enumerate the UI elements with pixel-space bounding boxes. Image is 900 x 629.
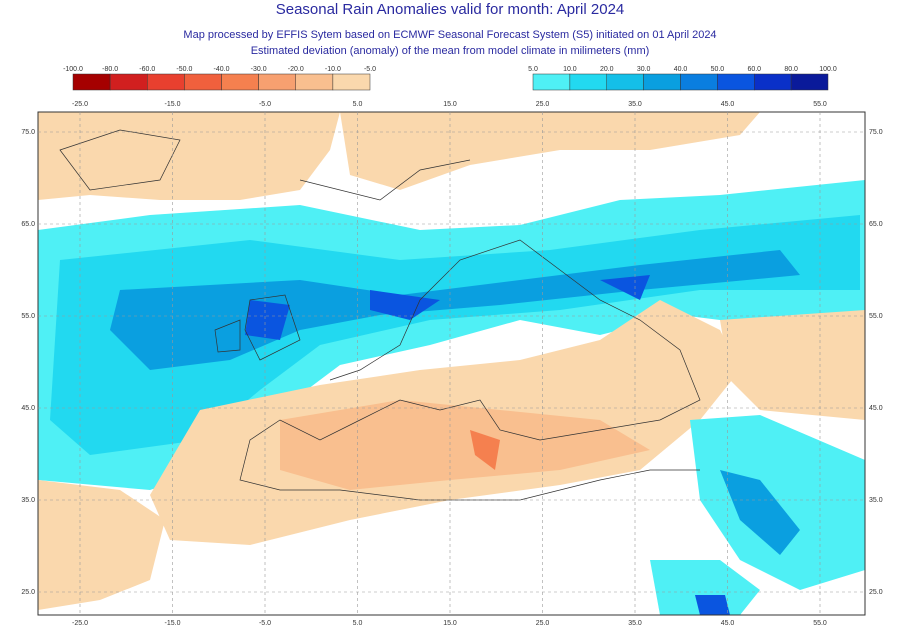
legend-label: -10.0 [325, 66, 341, 73]
latitude-label: 45.0 [21, 405, 35, 412]
legend-swatch [184, 73, 222, 91]
legend-label: 60.0 [747, 66, 761, 73]
longitude-label: 5.0 [353, 620, 363, 627]
legend-label: -50.0 [176, 66, 192, 73]
legend-swatch [532, 73, 571, 91]
longitude-label: -25.0 [72, 101, 88, 108]
legend-label: -20.0 [288, 66, 304, 73]
legend-label: 80.0 [784, 66, 798, 73]
longitude-label: 55.0 [813, 620, 827, 627]
legend-swatch [109, 73, 148, 91]
legend-swatch [258, 73, 296, 91]
legend-swatch [72, 73, 111, 91]
latitude-label: 25.0 [21, 589, 35, 596]
latitude-label: 55.0 [869, 313, 883, 320]
legend-label: -80.0 [102, 66, 118, 73]
longitude-label: -15.0 [165, 620, 181, 627]
longitude-label: 35.0 [628, 620, 642, 627]
legend-swatch [680, 73, 718, 91]
title: Seasonal Rain Anomalies valid for month:… [276, 1, 625, 18]
latitude-label: 25.0 [869, 589, 883, 596]
legend-label: 20.0 [600, 66, 614, 73]
legend-label: 40.0 [674, 66, 688, 73]
longitude-label: -5.0 [259, 101, 271, 108]
latitude-label: 65.0 [21, 221, 35, 228]
legend-label: 5.0 [528, 66, 538, 73]
legend-label: -60.0 [139, 66, 155, 73]
longitude-label: -5.0 [259, 620, 271, 627]
legend-label: 30.0 [637, 66, 651, 73]
latitude-label: 75.0 [21, 129, 35, 136]
latitude-label: 45.0 [869, 405, 883, 412]
longitude-label: -25.0 [72, 620, 88, 627]
longitude-label: 5.0 [353, 101, 363, 108]
legend-swatch [790, 73, 829, 91]
longitude-label: 55.0 [813, 101, 827, 108]
legend-label: 100.0 [819, 66, 837, 73]
legend-swatch [147, 73, 185, 91]
longitude-label: 45.0 [721, 620, 735, 627]
longitude-label: 25.0 [536, 620, 550, 627]
latitude-label: 65.0 [869, 221, 883, 228]
longitude-label: 35.0 [628, 101, 642, 108]
latitude-label: 75.0 [869, 129, 883, 136]
subtitle: Map processed by EFFIS Sytem based on EC… [183, 29, 716, 41]
legends: -100.0 -80.0 -60.0 -50.0 -40.0 -30.0 -20.0 -10.… [63, 66, 837, 91]
longitude-label: 25.0 [536, 101, 550, 108]
description: Estimated deviation (anomaly) of the mea… [251, 45, 650, 57]
legend-swatch [569, 73, 607, 91]
longitude-label: 15.0 [443, 101, 457, 108]
legend-swatch [754, 73, 792, 91]
longitude-label: 15.0 [443, 620, 457, 627]
legend-label: -30.0 [251, 66, 267, 73]
legend-label: 50.0 [711, 66, 725, 73]
legend-swatch [606, 73, 644, 91]
legend-swatch [295, 73, 334, 91]
legend-swatch [717, 73, 755, 91]
legend-label: -100.0 [63, 66, 83, 73]
longitude-label: 45.0 [721, 101, 735, 108]
latitude-label: 35.0 [21, 497, 35, 504]
legend-label: -40.0 [214, 66, 230, 73]
legend-swatch [643, 73, 681, 91]
legend-label: 10.0 [563, 66, 577, 73]
latitude-label: 35.0 [869, 497, 883, 504]
map-axes: -25.0 -25.0 -15.0 -15.0 -5.0 -5.0 5.0 5.0 15.0 15… [21, 101, 882, 627]
legend-swatch [221, 73, 259, 91]
legend-swatch [332, 73, 371, 91]
longitude-label: -15.0 [165, 101, 181, 108]
map [38, 112, 865, 615]
map-frame [37, 111, 866, 616]
legend-label: -5.0 [364, 66, 376, 73]
latitude-label: 55.0 [21, 313, 35, 320]
